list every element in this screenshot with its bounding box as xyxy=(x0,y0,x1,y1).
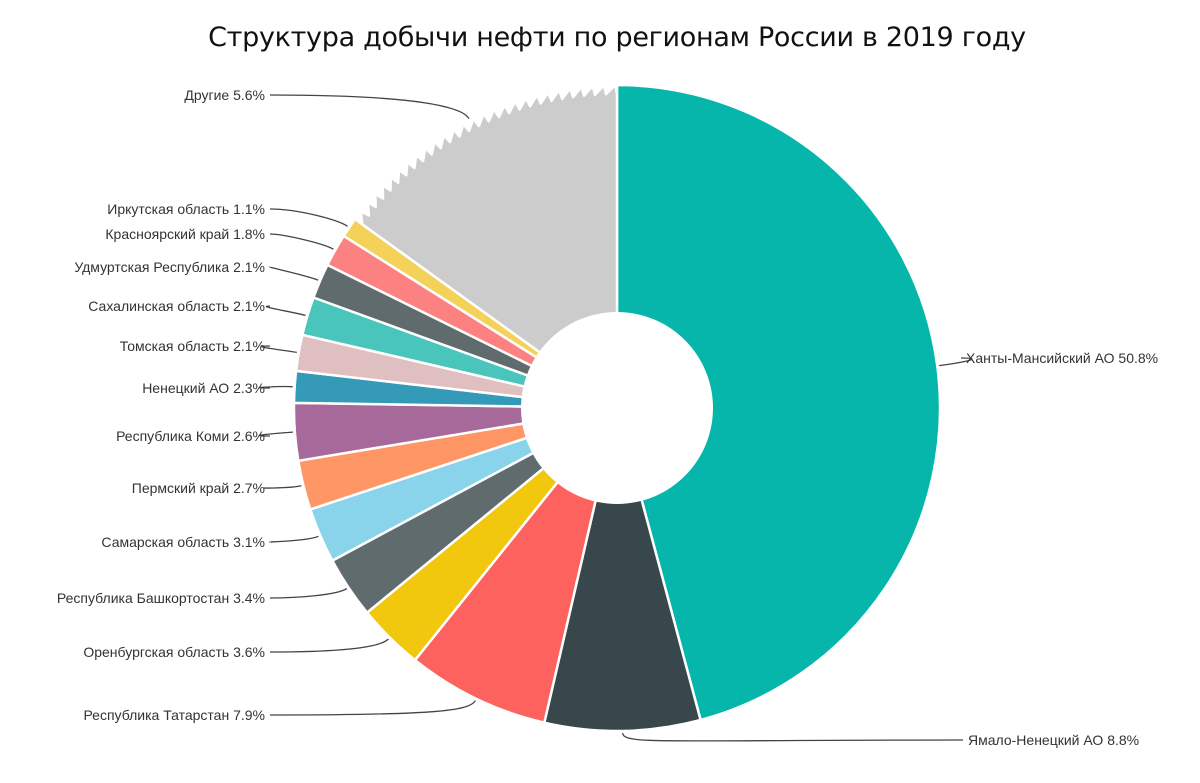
leader-line xyxy=(269,588,348,599)
leader-line xyxy=(269,700,476,716)
leader-line xyxy=(259,431,293,437)
leader-line xyxy=(269,94,470,120)
leader-line xyxy=(263,485,302,489)
slice-label: Удмуртская Республика 2.1% xyxy=(74,259,265,275)
slice-label: Республика Башкортостан 3.4% xyxy=(57,590,265,606)
slice-1[interactable] xyxy=(543,406,702,733)
slice-labels: Ханты-Мансийский АО 50.8% Ямало-Ненецкий … xyxy=(57,87,1158,748)
slice-label: Сахалинская область 2.1% xyxy=(88,298,265,314)
slice-label: Оренбургская область 3.6% xyxy=(83,644,265,660)
leader-line xyxy=(269,208,348,227)
slice-label: Пермский край 2.7% xyxy=(132,480,265,496)
slice-label: Ненецкий АО 2.3% xyxy=(142,380,265,396)
leader-line xyxy=(261,345,297,354)
leader-line xyxy=(269,638,389,653)
leader-line xyxy=(622,732,964,742)
leader-line xyxy=(265,305,306,317)
leader-line xyxy=(259,385,293,389)
leader-line xyxy=(269,233,334,250)
leader-line xyxy=(939,357,973,367)
slice-label: Самарская область 3.1% xyxy=(101,534,265,550)
slice-label: Томская область 2.1% xyxy=(120,338,265,354)
slice-label: Республика Татарстан 7.9% xyxy=(83,707,265,723)
leader-line xyxy=(269,535,319,543)
chart-title: Структура добычи нефти по регионам Росси… xyxy=(208,22,1026,53)
slice-label: Красноярский край 1.8% xyxy=(105,226,265,242)
slice-label: Другие 5.6% xyxy=(184,87,265,103)
slice-label: Республика Коми 2.6% xyxy=(116,428,265,444)
leader-lines xyxy=(259,94,973,742)
leader-line xyxy=(269,266,319,281)
slice-0[interactable] xyxy=(615,83,942,722)
slice-14[interactable] xyxy=(359,83,619,410)
slice-label: Ямало-Ненецкий АО 8.8% xyxy=(968,732,1139,748)
slice-label: Ханты-Мансийский АО 50.8% xyxy=(966,350,1158,366)
donut-hole xyxy=(521,312,713,504)
slice-label: Иркутская область 1.1% xyxy=(107,201,265,217)
